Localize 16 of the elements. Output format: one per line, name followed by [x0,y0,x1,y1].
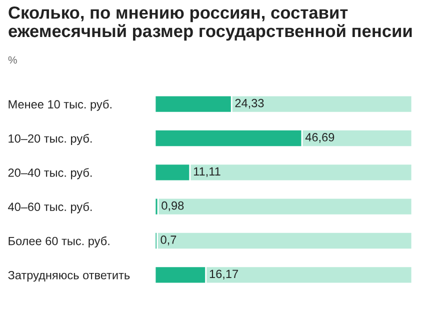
y-tick-label: Затрудняюсь ответить [8,270,130,282]
data-label: 0,98 [162,201,184,212]
chart-title: Сколько, по мнению россиян, составит ежемесячный размер государственной пенсии [8,6,412,41]
y-tick-label: 10–20 тыс. руб. [8,134,92,146]
y-tick-label: Более 60 тыс. руб. [8,236,110,248]
y-tick-label: 40–60 тыс. руб. [8,202,92,214]
data-label: 24,33 [235,98,264,109]
data-label: 0,7 [160,236,176,246]
data-label: 11,11 [194,167,220,177]
data-label: 46,69 [305,133,334,143]
text: % [8,56,17,64]
data-label: 16,17 [210,270,238,280]
y-tick-label: 20–40 тыс. руб. [8,168,92,180]
bar [156,232,412,250]
bar [157,197,412,216]
y-tick-label: Менее 10 тыс. руб. [8,100,112,111]
